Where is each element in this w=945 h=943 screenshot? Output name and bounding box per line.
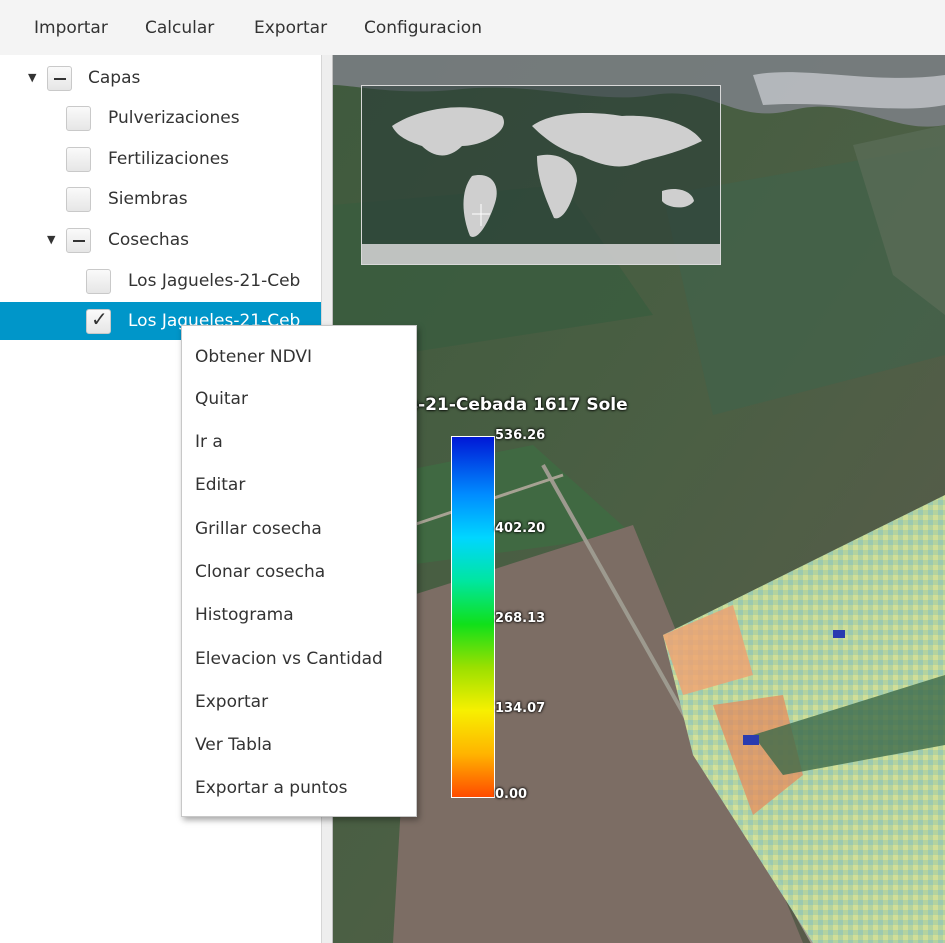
legend-tick: 268.13 xyxy=(495,611,546,626)
tree-item-capas[interactable]: ▼ Capas xyxy=(0,59,321,97)
menu-item-histograma[interactable]: Histograma xyxy=(195,605,294,625)
tree-checkbox[interactable] xyxy=(66,228,91,253)
tree-checkbox[interactable] xyxy=(66,187,91,212)
expand-arrow-icon[interactable]: ▼ xyxy=(28,71,37,84)
menu-calcular[interactable]: Calcular xyxy=(145,18,215,38)
tree-checkbox[interactable] xyxy=(86,269,111,294)
legend-tick: 0.00 xyxy=(495,787,528,802)
menu-item-elevacion-vs-cantidad[interactable]: Elevacion vs Cantidad xyxy=(195,649,383,669)
tree-item-label: Capas xyxy=(88,68,141,88)
legend-title: s-21-Cebada 1617 Sole xyxy=(408,395,628,415)
world-map-icon xyxy=(362,107,720,264)
world-overview-map[interactable] xyxy=(361,85,721,265)
menu-bar: Importar Calcular Exportar Configuracion xyxy=(0,0,945,55)
tree-item-los-jagueles-1[interactable]: Los Jagueles-21-Ceb xyxy=(0,262,321,300)
tree-item-pulverizaciones[interactable]: Pulverizaciones xyxy=(0,99,321,137)
menu-item-ir-a[interactable]: Ir a xyxy=(195,432,223,452)
tree-item-label: Fertilizaciones xyxy=(108,149,230,169)
tree-checkbox[interactable] xyxy=(66,147,91,172)
tree-item-cosechas[interactable]: ▼ Cosechas xyxy=(0,221,321,259)
context-menu: Obtener NDVI Quitar Ir a Editar Grillar … xyxy=(181,325,417,817)
tree-item-label: Siembras xyxy=(108,189,188,209)
tree-item-label: Los Jagueles-21-Ceb xyxy=(128,271,301,291)
menu-exportar[interactable]: Exportar xyxy=(254,18,328,38)
tree-checkbox[interactable] xyxy=(47,66,72,91)
menu-item-editar[interactable]: Editar xyxy=(195,475,246,495)
menu-item-grillar-cosecha[interactable]: Grillar cosecha xyxy=(195,519,322,539)
legend-tick: 536.26 xyxy=(495,428,546,443)
map-view[interactable]: s-21-Cebada 1617 Sole 536.26 402.20 268.… xyxy=(333,55,945,943)
menu-item-clonar-cosecha[interactable]: Clonar cosecha xyxy=(195,562,326,582)
menu-item-quitar[interactable]: Quitar xyxy=(195,389,248,409)
menu-item-exportar-a-puntos[interactable]: Exportar a puntos xyxy=(195,778,348,798)
menu-item-obtener-ndvi[interactable]: Obtener NDVI xyxy=(195,347,313,367)
expand-arrow-icon[interactable]: ▼ xyxy=(47,233,56,246)
legend-tick: 402.20 xyxy=(495,521,546,536)
tree-checkbox[interactable] xyxy=(66,106,91,131)
menu-importar[interactable]: Importar xyxy=(34,18,108,38)
tree-item-siembras[interactable]: Siembras xyxy=(0,180,321,218)
tree-item-fertilizaciones[interactable]: Fertilizaciones xyxy=(0,140,321,178)
tree-item-label: Pulverizaciones xyxy=(108,108,240,128)
legend-color-scale xyxy=(451,436,495,798)
menu-configuracion[interactable]: Configuracion xyxy=(364,18,482,38)
menu-item-ver-tabla[interactable]: Ver Tabla xyxy=(195,735,273,755)
legend-tick: 134.07 xyxy=(495,701,546,716)
tree-item-label: Cosechas xyxy=(108,230,189,250)
menu-item-exportar[interactable]: Exportar xyxy=(195,692,269,712)
check-icon: ✓ xyxy=(91,307,108,331)
tree-checkbox[interactable]: ✓ xyxy=(86,307,111,334)
